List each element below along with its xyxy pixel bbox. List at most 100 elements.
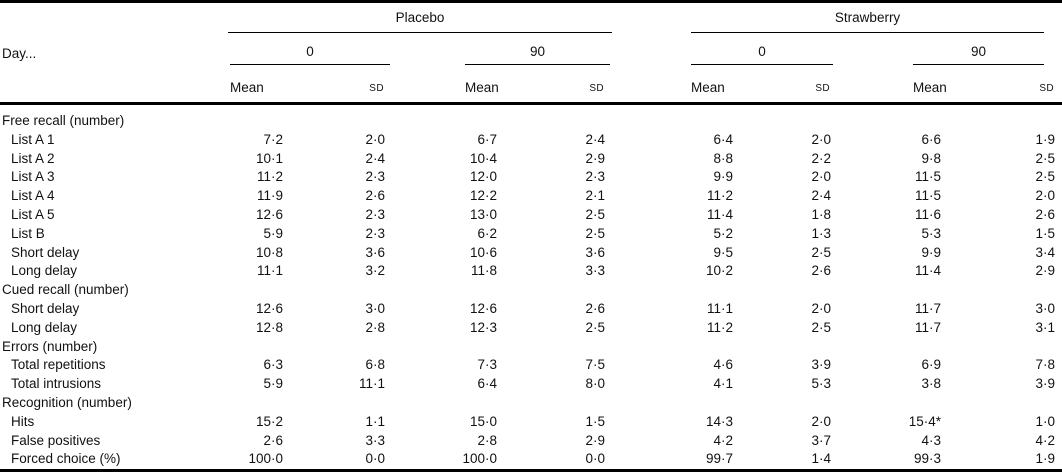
cell-value: 1·5 <box>585 413 606 429</box>
cell-value: 1·4 <box>811 451 832 467</box>
cell-value: 2·8 <box>365 319 385 335</box>
cell-value: 1·5 <box>1035 225 1056 241</box>
cell-value: 1·0 <box>1035 413 1056 429</box>
cell-value: 2·4 <box>811 188 832 204</box>
stat-header-row: Mean SD Mean SD Mean SD Mean SD <box>0 65 1062 105</box>
cell-value: 11·8 <box>470 263 497 279</box>
mean-header: Mean <box>213 65 290 105</box>
section-title: Errors (number) <box>2 338 98 354</box>
table-row: Long delay 12·8 2·8 12·3 2·5 11·2 2·5 11·7 3·1 <box>0 319 1062 338</box>
cell-value: 0·0 <box>365 451 385 467</box>
cell-value: 3·1 <box>1035 319 1056 335</box>
day-90-label: 90 <box>465 44 611 65</box>
table-row: Hits 15·2 1·1 15·0 1·5 14·3 2·0 15·4* 1·0 <box>0 413 1062 432</box>
cell-value: 12·0 <box>469 169 497 185</box>
cell-value: 11·2 <box>707 188 734 204</box>
day-0-label: 0 <box>230 44 390 65</box>
cell-value: 10·2 <box>706 263 734 279</box>
table-row: List A 1 7·2 2·0 6·7 2·4 6·4 2·0 6·6 1·9 <box>0 131 1062 150</box>
row-label: List A 1 <box>11 131 55 147</box>
cell-value: 1·9 <box>1035 131 1056 147</box>
cell-value: 4·1 <box>713 376 734 392</box>
cell-value: 12·8 <box>255 319 283 335</box>
cell-value: 5·3 <box>921 225 942 241</box>
cell-value: 7·8 <box>1035 357 1056 373</box>
cell-value: 14·3 <box>706 413 734 429</box>
cell-value: 1·3 <box>811 225 832 241</box>
cell-value: 2·6 <box>811 263 832 279</box>
cell-value: 2·5 <box>811 319 832 335</box>
cell-value: 2·6 <box>585 300 606 316</box>
row-label: Long delay <box>11 263 78 279</box>
section-row: Recognition (number) <box>0 394 1062 413</box>
cell-value: 3·0 <box>1035 300 1056 316</box>
section-title: Recognition (number) <box>2 394 132 410</box>
day-header-strawberry-0: 0 <box>612 33 838 65</box>
cell-value: 15·4* <box>908 413 942 429</box>
cell-value: 4·2 <box>1035 432 1056 448</box>
cell-value: 6·6 <box>921 131 942 147</box>
cell-value: 3·9 <box>1035 376 1056 392</box>
cell-value: 5·9 <box>263 225 283 241</box>
cell-value: 13·0 <box>469 206 497 222</box>
day-0-label: 0 <box>691 44 834 65</box>
row-label: Total repetitions <box>11 357 106 373</box>
sd-header: SD <box>290 65 392 105</box>
cell-value: 9·9 <box>921 244 942 260</box>
table-row: Forced choice (%) 100·0 0·0 100·0 0·0 99·7 1·4… <box>0 450 1062 470</box>
section-title: Cued recall (number) <box>2 282 129 298</box>
day-header-placebo-0: 0 <box>213 33 392 65</box>
cell-value: 6·7 <box>477 131 497 147</box>
row-label: List A 2 <box>11 150 55 166</box>
cell-value: 11·5 <box>915 188 942 204</box>
cell-value: 2·0 <box>811 413 832 429</box>
cell-value: 0·0 <box>585 451 606 467</box>
cell-value: 6·2 <box>477 225 497 241</box>
cell-value: 3·3 <box>585 263 606 279</box>
cell-value: 10·4 <box>469 150 497 166</box>
table-row: Short delay 12·6 3·0 12·6 2·6 11·1 2·0 11·7 3·0 <box>0 300 1062 319</box>
table-row: List A 3 11·2 2·3 12·0 2·3 9·9 2·0 11·5 2·5 <box>0 168 1062 187</box>
cell-value: 2·9 <box>585 150 606 166</box>
cell-value: 2·0 <box>811 169 832 185</box>
cell-value: 11·2 <box>707 319 734 335</box>
cell-value: 2·5 <box>811 244 832 260</box>
cell-value: 8·8 <box>713 150 734 166</box>
cell-value: 3·4 <box>1035 244 1056 260</box>
cell-value: 2·0 <box>811 131 832 147</box>
cell-value: 11·4 <box>707 206 734 222</box>
cell-value: 11·1 <box>707 300 734 316</box>
header-spacer <box>0 65 213 105</box>
table-row: Total repetitions 6·3 6·8 7·3 7·5 4·6 3·9 6·9 7·… <box>0 356 1062 375</box>
section-title: Free recall (number) <box>2 113 125 128</box>
cell-value: 11·9 <box>256 188 283 204</box>
cell-value: 3·7 <box>811 432 832 448</box>
cell-value: 12·6 <box>469 300 497 316</box>
cell-value: 12·2 <box>469 188 497 204</box>
row-label: List A 3 <box>11 169 55 185</box>
row-label: List A 4 <box>11 188 55 204</box>
cell-value: 2·9 <box>585 432 606 448</box>
cell-value: 2·5 <box>585 206 606 222</box>
cell-value: 11·1 <box>358 376 385 392</box>
mean-header: Mean <box>612 65 741 105</box>
cell-value: 2·0 <box>365 131 385 147</box>
row-label: Hits <box>11 413 35 429</box>
table-row: List B 5·9 2·3 6·2 2·5 5·2 1·3 5·3 1·5 <box>0 225 1062 244</box>
sd-header: SD <box>504 65 613 105</box>
cell-value: 2·5 <box>1035 150 1056 166</box>
row-label: Total intrusions <box>11 376 102 392</box>
cell-value: 2·6 <box>1035 206 1056 222</box>
cell-value: 2·3 <box>365 206 385 222</box>
cell-value: 1·8 <box>811 206 832 222</box>
cell-value: 3·6 <box>585 244 606 260</box>
mean-header: Mean <box>392 65 504 105</box>
day-90-label: 90 <box>913 44 1045 65</box>
cell-value: 5·2 <box>713 225 734 241</box>
cell-value: 2·1 <box>585 188 606 204</box>
row-label: Long delay <box>11 319 78 335</box>
table-row: List A 2 10·1 2·4 10·4 2·9 8·8 2·2 9·8 2·5 <box>0 150 1062 169</box>
cell-value: 6·4 <box>477 376 497 392</box>
cell-value: 99·7 <box>706 451 734 467</box>
